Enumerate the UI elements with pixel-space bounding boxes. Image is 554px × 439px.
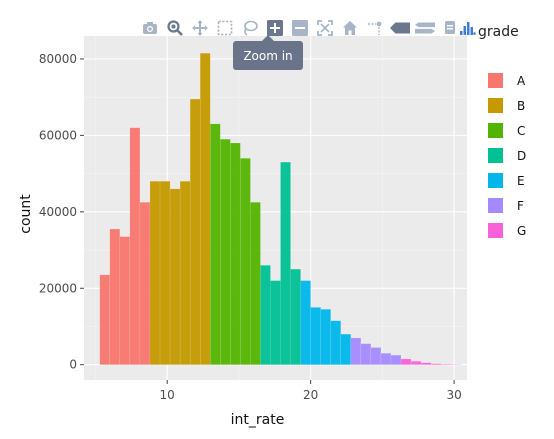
bar-B-6 bbox=[159, 181, 171, 365]
bar-F-28 bbox=[380, 353, 392, 365]
autoscale-icon[interactable] bbox=[315, 18, 335, 38]
zoom-out-icon[interactable] bbox=[290, 18, 310, 38]
bar-E-20 bbox=[300, 280, 311, 365]
y-tick-label: 0 bbox=[69, 358, 77, 372]
legend-label-E: E bbox=[517, 174, 525, 188]
legend-key-G bbox=[488, 223, 503, 238]
bar-B-9 bbox=[189, 98, 201, 365]
plotly-logo-icon[interactable] bbox=[440, 18, 460, 38]
y-tick-label: 20000 bbox=[39, 281, 77, 295]
x-tick-label: 20 bbox=[303, 388, 318, 402]
bar-C-11 bbox=[210, 123, 221, 365]
bar-F-27 bbox=[370, 347, 382, 365]
lasso-select-icon[interactable] bbox=[240, 18, 260, 38]
bar-E-24 bbox=[340, 333, 352, 365]
legend-label-G: G bbox=[517, 224, 526, 238]
bar-E-22 bbox=[320, 309, 331, 365]
bar-D-16 bbox=[260, 265, 271, 365]
legend-key-F bbox=[488, 198, 503, 213]
bar-A-0 bbox=[99, 274, 111, 365]
legend-key-E bbox=[488, 173, 503, 188]
zoom-icon[interactable] bbox=[165, 18, 185, 38]
bar-C-12 bbox=[220, 138, 231, 365]
bar-E-21 bbox=[310, 307, 321, 365]
hover-closest-icon[interactable] bbox=[390, 18, 410, 38]
bar-G-33 bbox=[430, 363, 442, 365]
y-tick-label: 60000 bbox=[39, 128, 77, 142]
bar-B-8 bbox=[179, 181, 191, 365]
y-tick-label: 40000 bbox=[39, 205, 77, 219]
bar-B-10 bbox=[199, 53, 211, 365]
zoom-in-tooltip: Zoom in bbox=[233, 35, 303, 70]
bar-A-2 bbox=[119, 236, 131, 365]
bar-F-25 bbox=[350, 337, 362, 365]
bar-G-32 bbox=[420, 362, 432, 365]
bar-C-15 bbox=[250, 202, 261, 365]
bar-D-18 bbox=[280, 161, 291, 365]
box-select-icon[interactable] bbox=[215, 18, 235, 38]
bar-D-17 bbox=[270, 280, 281, 365]
legend-label-A: A bbox=[517, 74, 526, 88]
legend-key-D bbox=[488, 148, 503, 163]
bar-F-29 bbox=[390, 354, 402, 365]
bar-G-30 bbox=[400, 358, 412, 365]
legend-title: grade bbox=[478, 24, 519, 40]
bar-B-7 bbox=[169, 188, 181, 365]
plotly-bars-logo-icon[interactable] bbox=[458, 18, 478, 38]
spike-lines-icon[interactable] bbox=[365, 18, 385, 38]
x-axis-title: int_rate bbox=[231, 412, 285, 428]
pan-icon[interactable] bbox=[190, 18, 210, 38]
bar-A-3 bbox=[129, 127, 141, 365]
bar-E-23 bbox=[330, 320, 341, 365]
legend-label-B: B bbox=[517, 99, 525, 113]
y-axis-title: count bbox=[18, 194, 34, 234]
bar-B-5 bbox=[149, 181, 161, 365]
x-tick-label: 30 bbox=[446, 388, 461, 402]
bar-A-4 bbox=[139, 202, 151, 365]
bar-A-1 bbox=[109, 228, 121, 365]
x-tick-label: 10 bbox=[160, 388, 175, 402]
reset-axes-icon[interactable] bbox=[340, 18, 360, 38]
bar-G-31 bbox=[410, 361, 422, 365]
legend-key-A bbox=[488, 73, 503, 88]
legend-label-C: C bbox=[517, 124, 525, 138]
bar-G-34 bbox=[440, 363, 452, 365]
bar-C-14 bbox=[240, 158, 251, 365]
legend-key-C bbox=[488, 123, 503, 138]
bar-C-13 bbox=[230, 142, 241, 365]
zoom-in-icon[interactable] bbox=[265, 18, 285, 38]
legend-key-B bbox=[488, 98, 503, 113]
y-tick-label: 80000 bbox=[39, 52, 77, 66]
modebar bbox=[140, 17, 483, 39]
hover-compare-icon[interactable] bbox=[415, 18, 435, 38]
camera-icon[interactable] bbox=[140, 18, 160, 38]
legend-label-D: D bbox=[517, 149, 526, 163]
bar-F-26 bbox=[360, 343, 372, 365]
bar-D-19 bbox=[290, 268, 301, 365]
legend-label-F: F bbox=[517, 199, 524, 213]
